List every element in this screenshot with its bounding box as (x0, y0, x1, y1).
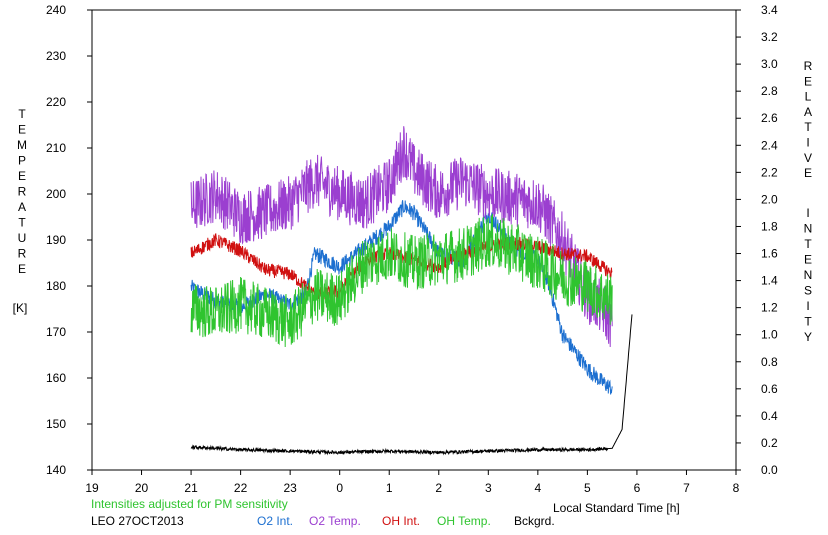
x-tick-label: 23 (283, 481, 297, 495)
y-left-label-letter: T (18, 216, 26, 230)
y-axis-right: 0.0 0.2 0.4 0.6 0.8 1.0 1.2 1.4 1.6 1.8 2.0 2.2 2.4 2… (736, 3, 778, 477)
y-right-label-letter: N (804, 222, 813, 236)
x-tick-label: 3 (485, 481, 492, 495)
y-left-label-letter: R (18, 247, 27, 261)
plot-frame (91, 9, 737, 471)
y-left-tick-label: 160 (46, 371, 66, 385)
y-left-tick-label: 190 (46, 233, 66, 247)
y-left-label-letter: E (18, 123, 26, 137)
legend-item: O2 Temp. (309, 514, 361, 528)
y-right-tick-label: 0.4 (761, 409, 778, 423)
y-right-label-letter: S (804, 284, 812, 298)
legend-item: OH Int. (382, 514, 420, 528)
y-right-label-letter: Y (804, 330, 812, 344)
y-right-label-letter: I (806, 136, 809, 150)
x-tick-label: 2 (435, 481, 442, 495)
y-right-label-letter: I (806, 299, 809, 313)
y-right-tick-label: 2.6 (761, 111, 778, 125)
y-right-label-letter: N (804, 268, 813, 282)
station-date: LEO 27OCT2013 (91, 514, 184, 528)
legend-item: Bckgrd. (514, 514, 555, 528)
x-tick-label: 6 (634, 481, 641, 495)
y-left-label-letter: E (18, 169, 26, 183)
y-right-tick-label: 2.8 (761, 84, 778, 98)
y-right-label-letter: T (804, 237, 812, 251)
x-tick-label: 7 (683, 481, 690, 495)
y-right-label-letter: E (804, 253, 812, 267)
legend-item: O2 Int. (257, 514, 293, 528)
y-left-tick-label: 180 (46, 279, 66, 293)
y-right-tick-label: 3.0 (761, 57, 778, 71)
y-right-tick-label: 1.0 (761, 328, 778, 342)
y-right-label-letter: I (806, 206, 809, 220)
y-right-tick-label: 2.4 (761, 138, 778, 152)
y-right-label-letter: V (804, 151, 812, 165)
x-tick-label: 4 (535, 481, 542, 495)
y-left-label-letter: T (18, 107, 26, 121)
x-axis-label: Local Standard Time [h] (553, 501, 680, 515)
x-tick-label: 5 (584, 481, 591, 495)
y-right-tick-label: 0.0 (761, 463, 778, 477)
y-right-label-letter: A (804, 105, 812, 119)
y-left-label-letter: U (18, 231, 27, 245)
y-right-tick-label: 3.2 (761, 30, 778, 44)
y-right-tick-label: 0.2 (761, 436, 778, 450)
x-tick-label: 8 (733, 481, 740, 495)
y-right-label-letter: T (804, 120, 812, 134)
y-right-tick-label: 0.8 (761, 355, 778, 369)
series-group (190, 126, 633, 456)
y-left-tick-label: 200 (46, 187, 66, 201)
y-left-tick-label: 210 (46, 141, 66, 155)
y-right-label-letter: R (804, 59, 813, 73)
series-line (190, 314, 633, 456)
x-tick-label: 22 (234, 481, 248, 495)
y-left-label-letter: E (18, 262, 26, 276)
y-right-tick-label: 1.4 (761, 274, 778, 288)
x-tick-label: 1 (386, 481, 393, 495)
y-left-tick-label: 150 (46, 417, 66, 431)
legend-item: OH Temp. (437, 514, 491, 528)
y-left-tick-label: 230 (46, 49, 66, 63)
y-left-label-letter: M (17, 138, 27, 152)
y-right-label-letter: L (805, 90, 812, 104)
y-right-tick-label: 1.2 (761, 301, 778, 315)
y-left-label-letter: A (18, 200, 26, 214)
y-axis-left: 140 150 160 170 180 190 200 210 220 230 240 (46, 3, 92, 477)
y-left-tick-label: 240 (46, 3, 66, 17)
y-right-tick-label: 1.6 (761, 247, 778, 261)
series-line (190, 126, 613, 348)
x-tick-label: 19 (85, 481, 99, 495)
legend: O2 Int. O2 Temp. OH Int. OH Temp. Bckgrd. (257, 514, 555, 528)
y-left-tick-label: 140 (46, 463, 66, 477)
y-left-tick-label: 220 (46, 95, 66, 109)
y-right-label-letter: E (804, 166, 812, 180)
y-right-label-letter: T (804, 315, 812, 329)
y-right-tick-label: 2.0 (761, 192, 778, 206)
x-tick-label: 20 (135, 481, 149, 495)
sensitivity-note: Intensities adjusted for PM sensitivity (91, 497, 288, 511)
x-tick-label: 0 (336, 481, 343, 495)
y-left-label-unit: [K] (13, 301, 28, 315)
y-left-label-letter: P (18, 154, 26, 168)
y-right-tick-label: 0.6 (761, 382, 778, 396)
x-tick-label: 21 (184, 481, 198, 495)
x-axis: 19 20 21 22 23 0 1 2 3 4 5 6 7 8 (85, 470, 740, 495)
series-line (190, 213, 613, 348)
y-left-tick-label: 170 (46, 325, 66, 339)
y-right-tick-label: 1.8 (761, 219, 778, 233)
y-right-label-letter: E (804, 74, 812, 88)
y-right-tick-label: 2.2 (761, 165, 778, 179)
y-right-tick-label: 3.4 (761, 3, 778, 17)
y-left-label-letter: R (18, 185, 27, 199)
